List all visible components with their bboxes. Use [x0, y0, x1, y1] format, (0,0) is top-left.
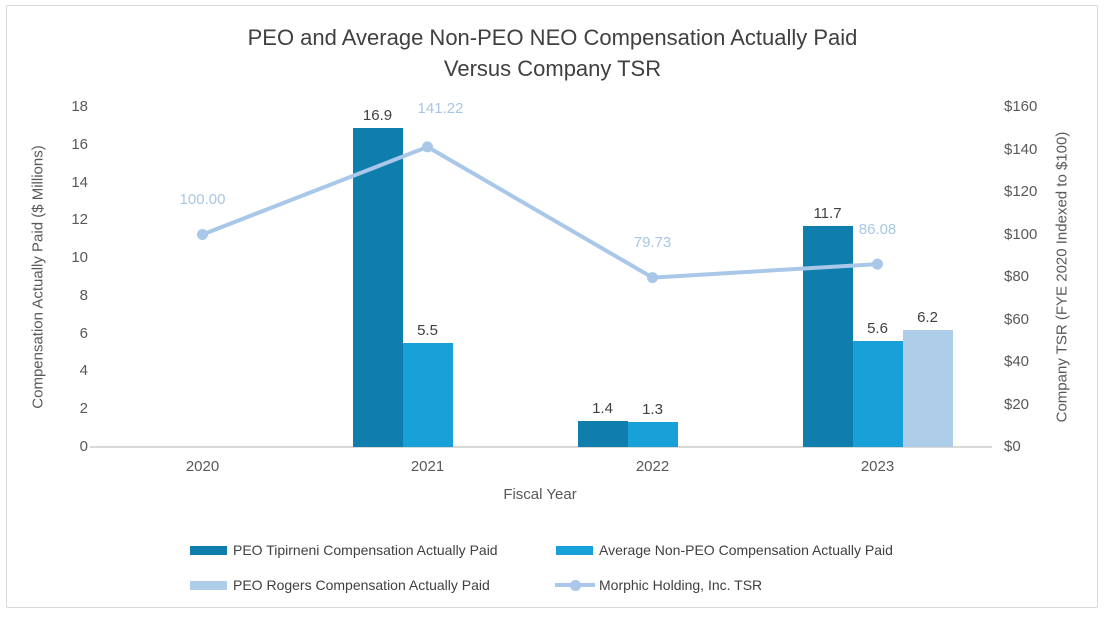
- legend-swatch-peo-tipirneni: [190, 545, 227, 555]
- y-axis-tick-left: 4: [79, 362, 88, 380]
- bar-series1-2022: [627, 422, 678, 447]
- legend-item-peo-tipirneni: PEO Tipirneni Compensation Actually Paid: [190, 542, 498, 558]
- right-axis-title: Company TSR (FYE 2020 Indexed to $100): [1053, 131, 1071, 423]
- y-axis-tick-left: 10: [71, 249, 88, 267]
- x-axis-tick-2022: 2022: [635, 458, 670, 475]
- x-axis-line: [90, 446, 992, 448]
- legend-label-tsr: Morphic Holding, Inc. TSR: [599, 577, 763, 593]
- legend-label-peo-rogers: PEO Rogers Compensation Actually Paid: [233, 577, 490, 593]
- y-axis-tick-right: $140: [1004, 140, 1038, 158]
- bar-value-label: 11.7: [813, 205, 842, 222]
- bar-value-label: 5.5: [417, 322, 438, 340]
- legend-line-marker-icon: [555, 579, 595, 591]
- bar-series1-2021: [402, 343, 453, 447]
- x-axis-tick-2023: 2023: [860, 458, 895, 475]
- legend-label-peo-tipirneni: PEO Tipirneni Compensation Actually Paid: [233, 542, 498, 558]
- bar-series1-2023: [852, 341, 903, 447]
- y-axis-tick-left: 14: [71, 173, 88, 191]
- bar-value-label: 16.9: [362, 106, 393, 124]
- y-axis-tick-right: $40: [1004, 353, 1030, 370]
- y-axis-tick-left: 16: [71, 135, 88, 153]
- chart-border: [6, 5, 1098, 608]
- y-axis-tick-right: $120: [1004, 183, 1038, 200]
- chart-title: PEO and Average Non-PEO NEO Compensation…: [0, 22, 1105, 84]
- bar-value-label: 6.2: [917, 308, 938, 326]
- y-axis-tick-left: 12: [71, 211, 88, 229]
- tsr-value-label: 79.73: [633, 233, 672, 251]
- chart-title-line2: Versus Company TSR: [443, 56, 662, 81]
- bar-value-label: 5.6: [867, 320, 888, 338]
- legend-item-tsr-line: Morphic Holding, Inc. TSR: [555, 577, 762, 593]
- bar-series0-2021: [352, 127, 403, 447]
- bar-value-label: 1.3: [642, 401, 663, 419]
- legend-item-peo-rogers: PEO Rogers Compensation Actually Paid: [190, 577, 490, 593]
- x-axis-tick-2020: 2020: [185, 458, 220, 475]
- x-axis-title: Fiscal Year: [503, 486, 577, 503]
- y-axis-tick-right: $60: [1004, 310, 1030, 328]
- y-axis-tick-right: $100: [1004, 225, 1038, 243]
- y-axis-tick-left: 8: [79, 286, 88, 304]
- y-axis-tick-right: $0: [1004, 438, 1021, 455]
- tsr-value-label: 86.08: [858, 221, 897, 239]
- y-axis-tick-right: $20: [1004, 395, 1030, 413]
- legend-label-avg-non-peo: Average Non-PEO Compensation Actually Pa…: [599, 542, 893, 558]
- legend-item-avg-non-peo: Average Non-PEO Compensation Actually Pa…: [556, 542, 893, 558]
- tsr-value-label: 100.00: [179, 190, 226, 208]
- y-axis-tick-left: 6: [79, 324, 88, 342]
- chart-title-line1: PEO and Average Non-PEO NEO Compensation…: [247, 25, 858, 50]
- bar-series2-2023: [902, 329, 953, 447]
- y-axis-tick-left: 0: [79, 438, 88, 455]
- legend-swatch-peo-rogers: [190, 580, 227, 590]
- bar-value-label: 1.4: [592, 399, 613, 417]
- tsr-value-label: 141.22: [417, 99, 464, 117]
- x-axis-tick-2021: 2021: [410, 458, 445, 475]
- y-axis-tick-left: 2: [79, 400, 88, 418]
- y-axis-tick-right: $160: [1004, 98, 1038, 115]
- y-axis-tick-left: 18: [71, 98, 88, 115]
- y-axis-tick-right: $80: [1004, 268, 1030, 285]
- bar-series0-2023: [802, 226, 853, 447]
- legend-swatch-avg-non-peo: [556, 545, 593, 555]
- bar-series0-2022: [577, 420, 628, 447]
